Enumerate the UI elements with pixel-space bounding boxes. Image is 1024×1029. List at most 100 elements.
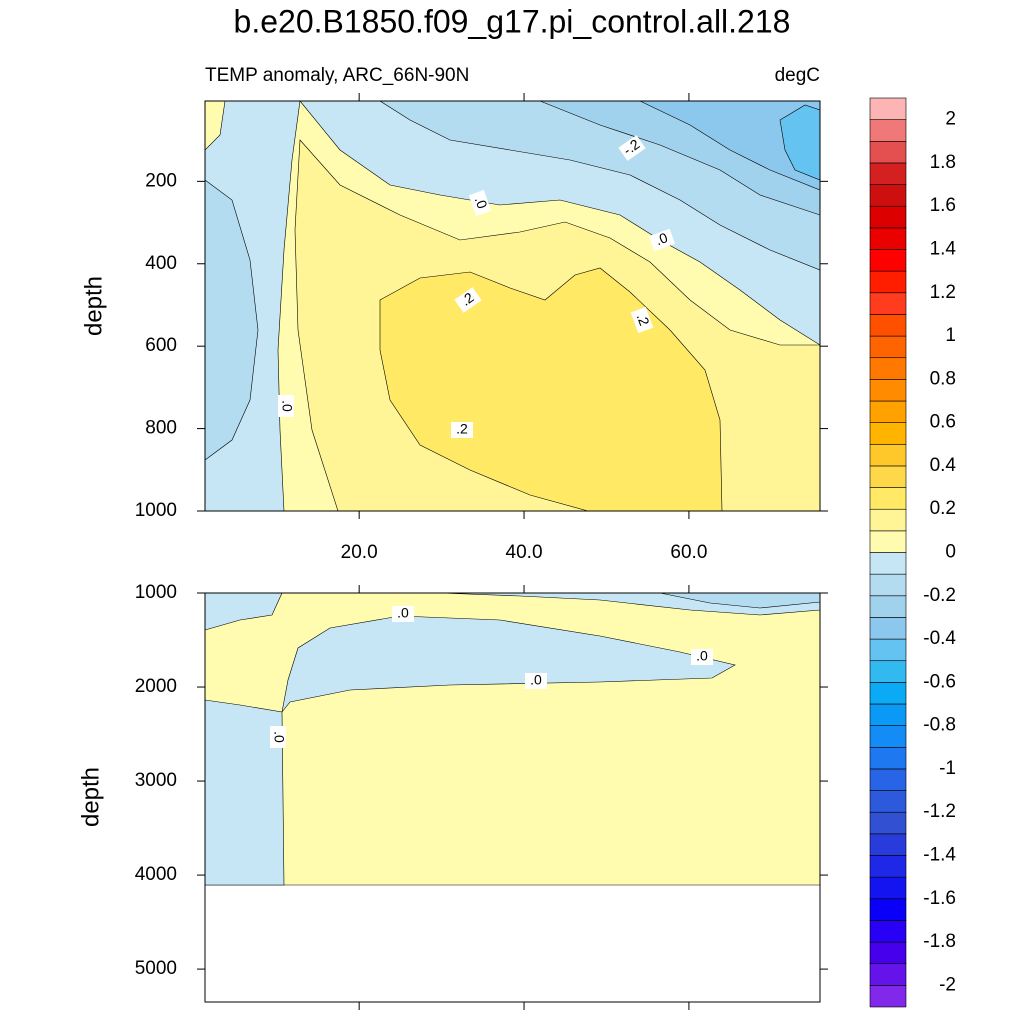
colorbar-box [869,941,907,965]
colorbar-box [869,270,907,294]
contour-label: .2 [456,421,468,437]
contour-label-bg [691,649,713,665]
colorbar-box [869,465,907,488]
colorbar-label: -1 [939,758,956,779]
colorbar-box [869,335,907,359]
contour-label: -.2 [620,136,643,159]
contour-label-bg [454,287,482,313]
contour-label-bg [270,726,286,748]
y-tick-label: 4000 [135,864,177,885]
colorbar-label: -0.4 [923,628,956,649]
contour-label: .0 [271,731,287,743]
colorbar-box [869,660,907,683]
colorbar-box [869,205,907,229]
colorbar-label: 0.8 [930,368,956,389]
x-tick-label: 40.0 [506,542,543,563]
contour-label-bg [392,606,414,622]
y-tick-label: 1000 [135,582,177,603]
colorbar-label: -0.6 [923,671,956,692]
contour-label: .0 [653,229,670,248]
colorbar-box [869,768,907,791]
colorbar-box [869,617,907,640]
colorbar-box [869,508,907,532]
y-tick-label: 3000 [135,770,177,791]
colorbar-box [869,162,907,185]
colorbar-label: -0.2 [923,585,956,606]
colorbar-box [869,746,907,770]
contour-label: .0 [696,648,708,664]
colorbar-box [869,119,907,142]
contour-region [379,267,723,512]
colorbar-label: -1.2 [923,801,956,822]
contour-label: .0 [472,194,491,211]
y-tick-label: 200 [145,170,177,191]
colorbar-box [869,314,907,337]
colorbar-box [869,443,907,467]
colorbar-box [869,703,907,726]
colorbar-box [869,682,907,705]
contour-label: .0 [397,605,409,621]
colorbar-box [869,833,907,856]
colorbar-box [869,595,907,618]
y-tick-label: 5000 [135,958,177,979]
colorbar-box [869,379,907,402]
contour-label: .0 [279,400,295,412]
x-tick-label: 20.0 [341,542,378,563]
y-axis-label: depth [77,767,104,827]
contour-region [204,179,259,461]
y-tick-label: 800 [145,418,177,439]
colorbar-box [869,898,907,921]
subtitle-left: TEMP anomaly, ARC_66N-90N [205,65,469,86]
colorbar-label: 1.2 [930,282,956,303]
colorbar-label: 0.4 [930,455,957,476]
colorbar-label: 2 [945,109,956,130]
colorbar-label: 0.2 [930,498,956,519]
colorbar-box [869,855,907,878]
colorbar-box [869,725,907,748]
x-tick-label: 60.0 [670,542,707,563]
contour-label-bg [451,422,473,438]
contour-region [281,615,736,713]
colorbar-box [869,573,907,597]
colorbar-box [869,487,907,510]
colorbar-label: -0.8 [923,715,956,736]
colorbar-box [869,790,907,813]
y-tick-label: 1000 [135,500,177,521]
y-tick-label: 600 [145,335,177,356]
colorbar-label: -2 [939,974,956,995]
colorbar-label: 0 [945,542,956,563]
colorbar-label: 0.6 [930,412,956,433]
contour-label-bg [525,673,547,689]
y-tick-label: 400 [145,253,177,274]
subtitle-right: degC [775,65,820,86]
colorbar-label: -1.8 [923,931,956,952]
colorbar-box [869,876,907,900]
contour-label: .0 [530,672,542,688]
colorbar-box [869,985,907,1008]
contour-label-bg [630,306,654,334]
colorbar-box [869,357,907,380]
colorbar-box [869,638,907,662]
colorbar-box [869,227,907,250]
colorbar-box [869,422,907,445]
y-tick-label: 2000 [135,676,177,697]
plot-frame [204,100,821,512]
colorbar-box [869,184,907,207]
colorbar-box [869,292,907,315]
colorbar-box [869,963,907,986]
colorbar-label: 1.6 [930,195,956,216]
colorbar-box [869,552,907,575]
colorbar-label: -1.6 [923,888,956,909]
colorbar-label: -1.4 [923,845,956,866]
colorbar-box [869,400,907,423]
contour-label: .2 [634,311,653,328]
colorbar-box [869,811,907,835]
contour-label-bg [468,189,492,217]
colorbar-box [869,920,907,943]
colorbar-box [869,530,907,553]
colorbar-box [869,97,907,120]
y-axis-label: depth [80,276,107,336]
contour-label-bg [648,228,676,252]
